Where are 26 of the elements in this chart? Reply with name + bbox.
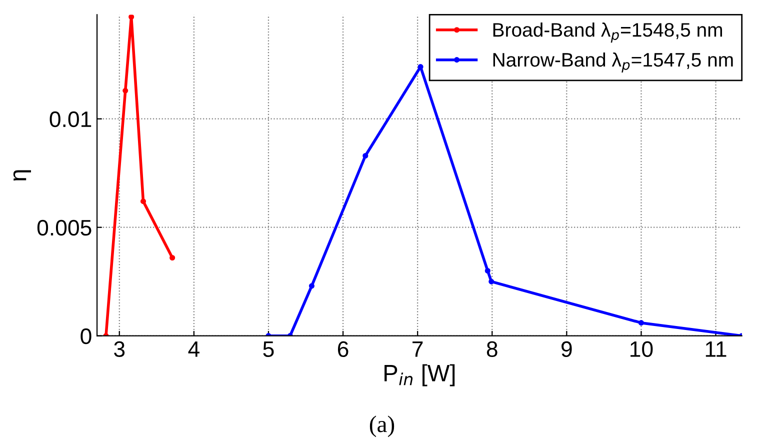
y-tick-label: 0.01 — [50, 111, 92, 128]
x-tick-label: 6 — [338, 341, 348, 358]
x-tick-label: 3 — [114, 341, 125, 358]
legend-label: Broad-Band λ$_{p}$=1548,5 nm — [493, 22, 722, 43]
point — [170, 254, 176, 261]
x-tick-label: 4 — [188, 342, 200, 357]
x-tick-label: 11 — [706, 342, 726, 357]
x-axis-title: P$_{in}$ [W] — [384, 364, 455, 386]
text: (a) — [370, 416, 394, 438]
point — [638, 320, 644, 326]
point — [122, 88, 128, 94]
x-tick-label: 5 — [263, 342, 274, 358]
y-axis-title: η — [13, 170, 31, 181]
x-tick-label: 7 — [412, 342, 423, 357]
point — [308, 283, 314, 289]
x-tick-label: 9 — [562, 341, 572, 358]
point — [362, 152, 368, 159]
x-tick-label: 8 — [486, 341, 498, 358]
point — [140, 198, 146, 204]
y-tick-label: 0 — [80, 328, 92, 344]
y-tick-label: 0.005 — [37, 220, 92, 236]
x-tick-label: 10 — [630, 341, 653, 358]
point — [484, 268, 490, 274]
point — [128, 14, 134, 20]
point — [488, 278, 494, 284]
legend-label: Narrow-Band λ$_{p}$=1547,5 nm — [493, 52, 733, 73]
